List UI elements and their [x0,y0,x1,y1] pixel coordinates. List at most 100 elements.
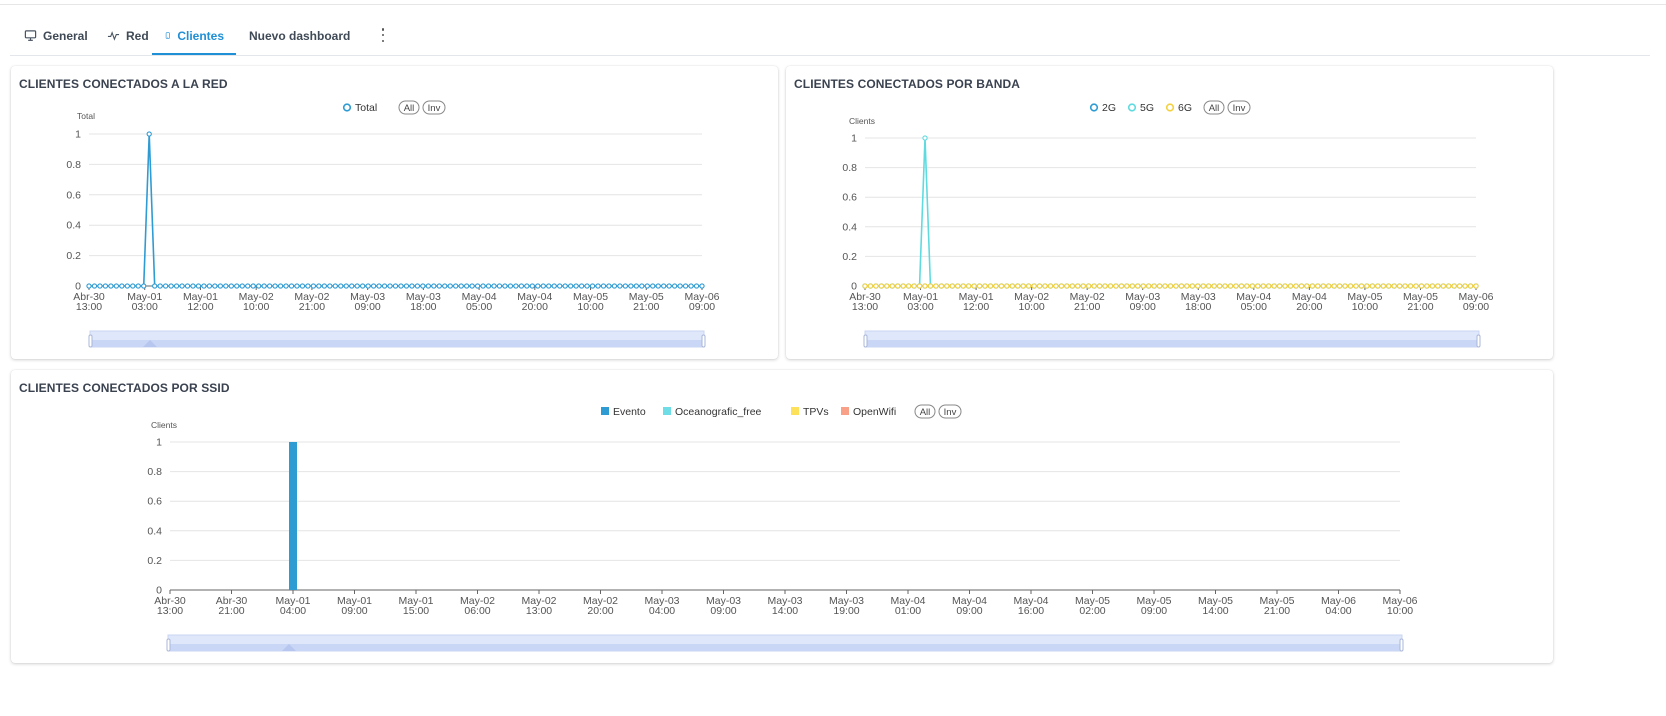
data-point[interactable] [398,283,404,289]
data-point[interactable] [119,283,125,289]
data-point[interactable] [173,283,180,289]
data-point[interactable] [1222,283,1228,289]
data-point[interactable] [162,283,169,289]
data-point[interactable] [529,283,535,289]
data-point[interactable] [1287,283,1294,289]
data-point[interactable] [250,283,256,289]
data-point[interactable] [998,283,1005,289]
data-point[interactable] [1015,283,1021,289]
zoom-handle-left[interactable] [88,334,93,348]
data-point[interactable] [677,283,683,289]
data-point[interactable] [1211,283,1217,289]
data-point[interactable] [338,283,344,289]
data-point[interactable] [1429,283,1436,289]
data-point[interactable] [650,283,656,289]
data-point[interactable] [513,283,519,289]
data-point[interactable] [933,283,939,289]
legend-all-button[interactable]: All [398,100,420,115]
data-point[interactable] [1206,283,1212,289]
data-point[interactable] [1418,283,1425,289]
data-point[interactable] [1129,283,1135,289]
data-point[interactable] [1309,283,1315,289]
data-point[interactable] [1118,283,1125,289]
data-point[interactable] [1271,283,1277,289]
data-point[interactable] [1462,283,1468,289]
data-point[interactable] [1407,283,1414,289]
data-point[interactable] [617,283,623,289]
data-point[interactable] [1446,283,1452,289]
data-point[interactable] [1375,283,1381,289]
data-point[interactable] [294,283,300,289]
data-point[interactable] [453,283,459,289]
legend-marker[interactable] [663,407,671,415]
data-point[interactable] [354,283,360,289]
data-point[interactable] [873,283,879,289]
data-point[interactable] [266,283,273,289]
data-point[interactable] [1091,283,1097,289]
data-point[interactable] [1156,283,1163,289]
data-point[interactable] [327,283,333,289]
data-point[interactable] [1020,283,1026,289]
data-point[interactable] [987,283,994,289]
data-point[interactable] [469,283,475,289]
data-point[interactable] [927,283,934,289]
data-point[interactable] [922,135,928,141]
legend-all-button[interactable]: All [1203,100,1225,115]
data-point[interactable] [1227,283,1234,289]
data-point[interactable] [993,283,999,289]
data-point[interactable] [392,283,399,289]
data-point[interactable] [862,283,868,289]
data-point[interactable] [911,283,917,289]
data-point[interactable] [1364,283,1370,289]
data-point[interactable] [1386,283,1392,289]
data-point[interactable] [524,283,530,289]
data-point[interactable] [611,283,618,289]
data-point[interactable] [420,283,426,289]
data-point[interactable] [370,283,377,289]
data-point[interactable] [1473,283,1479,289]
bar-evento[interactable] [289,442,297,590]
data-point[interactable] [595,283,601,289]
data-point[interactable] [878,283,885,289]
data-point[interactable] [1347,283,1354,289]
zoom-handle-right[interactable] [1476,334,1481,348]
data-point[interactable] [867,283,874,289]
data-point[interactable] [223,283,229,289]
data-point[interactable] [1456,283,1463,289]
data-point[interactable] [436,283,442,289]
data-point[interactable] [1036,283,1043,289]
data-point[interactable] [949,283,955,289]
data-point[interactable] [1135,283,1141,289]
data-point[interactable] [1107,283,1114,289]
data-point[interactable] [288,283,295,289]
data-point[interactable] [1451,283,1457,289]
data-point[interactable] [1244,283,1250,289]
data-point[interactable] [1151,283,1157,289]
legend-marker[interactable] [1127,103,1137,112]
data-point[interactable] [1042,283,1048,289]
data-point[interactable] [1402,283,1408,289]
data-point[interactable] [535,283,541,289]
data-point[interactable] [1146,283,1152,289]
zoom-handle-left[interactable] [166,638,171,652]
data-point[interactable] [540,283,546,289]
data-point[interactable] [502,283,508,289]
data-point[interactable] [1266,283,1272,289]
data-point[interactable] [938,283,945,289]
data-point[interactable] [1200,283,1206,289]
data-point[interactable] [190,283,196,289]
data-point[interactable] [1233,283,1239,289]
data-point[interactable] [1282,283,1288,289]
data-point[interactable] [557,283,563,289]
data-point[interactable] [1358,283,1365,289]
data-point[interactable] [146,131,152,137]
data-point[interactable] [1053,283,1059,289]
data-point[interactable] [639,283,645,289]
data-point[interactable] [955,283,961,289]
data-point[interactable] [1124,283,1130,289]
data-point[interactable] [1249,283,1255,289]
data-point[interactable] [447,283,453,289]
data-point[interactable] [1189,283,1195,289]
legend-all-button[interactable]: All [914,404,936,419]
data-point[interactable] [578,283,585,289]
